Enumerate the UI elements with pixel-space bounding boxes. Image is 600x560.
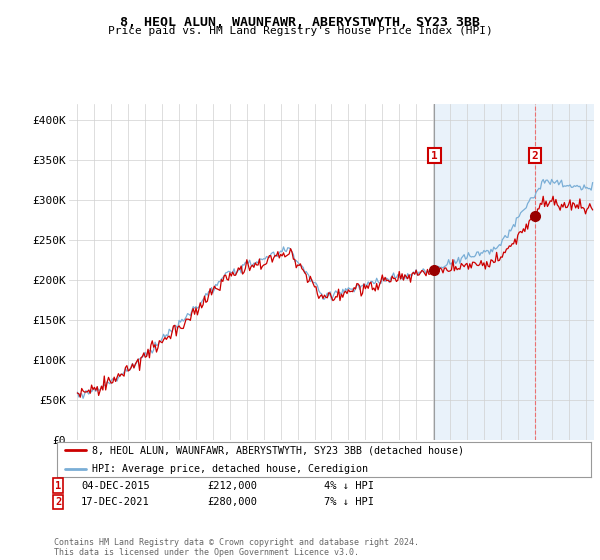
Text: 4% ↓ HPI: 4% ↓ HPI [324,480,374,491]
Text: £280,000: £280,000 [207,497,257,507]
Text: Contains HM Land Registry data © Crown copyright and database right 2024.
This d: Contains HM Land Registry data © Crown c… [54,538,419,557]
Text: Price paid vs. HM Land Registry's House Price Index (HPI): Price paid vs. HM Land Registry's House … [107,26,493,36]
Text: 8, HEOL ALUN, WAUNFAWR, ABERYSTWYTH, SY23 3BB: 8, HEOL ALUN, WAUNFAWR, ABERYSTWYTH, SY2… [120,16,480,29]
Text: HPI: Average price, detached house, Ceredigion: HPI: Average price, detached house, Cere… [92,464,368,474]
Text: 2: 2 [55,497,61,507]
Text: 8, HEOL ALUN, WAUNFAWR, ABERYSTWYTH, SY23 3BB (detached house): 8, HEOL ALUN, WAUNFAWR, ABERYSTWYTH, SY2… [92,445,464,455]
Text: 04-DEC-2015: 04-DEC-2015 [81,480,150,491]
Bar [434,104,594,440]
Text: 1: 1 [55,480,61,491]
Text: 17-DEC-2021: 17-DEC-2021 [81,497,150,507]
Text: £212,000: £212,000 [207,480,257,491]
Text: 7% ↓ HPI: 7% ↓ HPI [324,497,374,507]
Text: 1: 1 [431,151,438,161]
Text: 2: 2 [532,151,538,161]
